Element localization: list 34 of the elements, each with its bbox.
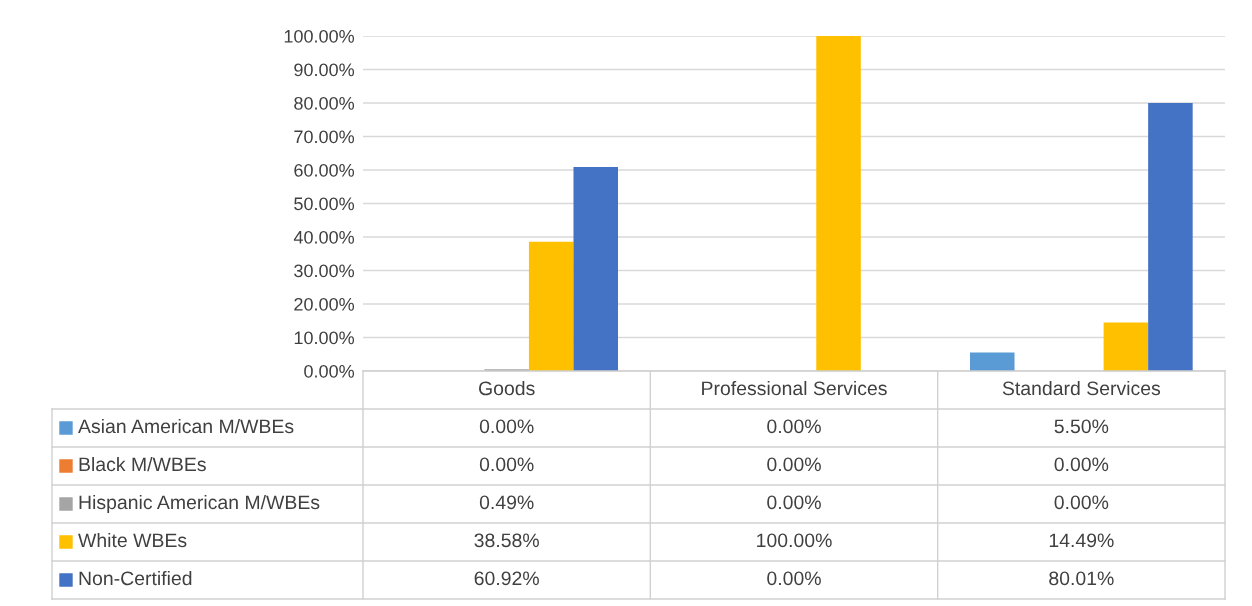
y-tick-label: 20.00% <box>294 297 355 311</box>
data-label: 60.92% <box>474 571 539 586</box>
legend-label: Black M/WBEs <box>79 456 206 472</box>
y-tick-label: 30.00% <box>294 264 355 278</box>
legend-label: White WBEs <box>78 532 187 548</box>
data-label: 38.58% <box>474 533 539 548</box>
data-label: 5.50% <box>1054 419 1109 434</box>
legend-label: Asian American M/WBEs <box>78 418 294 434</box>
data-label: 0.00% <box>767 457 821 472</box>
x-tick-label: Goods <box>479 380 535 396</box>
data-label: 0.00% <box>479 419 534 434</box>
y-tick-label: 0.00% <box>304 364 355 378</box>
data-label: 0.00% <box>767 419 821 434</box>
legend-label: Hispanic American M/WBEs <box>79 494 320 514</box>
y-tick-label: 10.00% <box>294 331 355 345</box>
y-tick-label: 60.00% <box>294 163 355 177</box>
y-tick-label: 90.00% <box>294 63 355 77</box>
x-tick-label: Standard Services <box>1002 380 1161 396</box>
data-label: 0.00% <box>767 571 821 586</box>
y-tick-label: 70.00% <box>294 130 355 144</box>
y-tick-label: 40.00% <box>293 230 355 244</box>
y-tick-label: 100.00% <box>284 29 355 43</box>
data-label: 0.49% <box>479 495 534 510</box>
data-label: 0.00% <box>479 457 534 472</box>
data-label: 100.00% <box>757 533 832 548</box>
legend-label: Non-Certified <box>79 570 192 586</box>
data-label: 80.01% <box>1049 571 1114 586</box>
data-label: 0.00% <box>1054 495 1109 510</box>
data-label: 0.00% <box>767 495 821 510</box>
data-label: 14.49% <box>1049 533 1114 548</box>
data-label: 0.00% <box>1054 457 1109 472</box>
y-tick-label: 80.00% <box>294 96 355 110</box>
y-tick-label: 50.00% <box>294 197 355 211</box>
x-tick-label: Professional Services <box>702 380 887 396</box>
